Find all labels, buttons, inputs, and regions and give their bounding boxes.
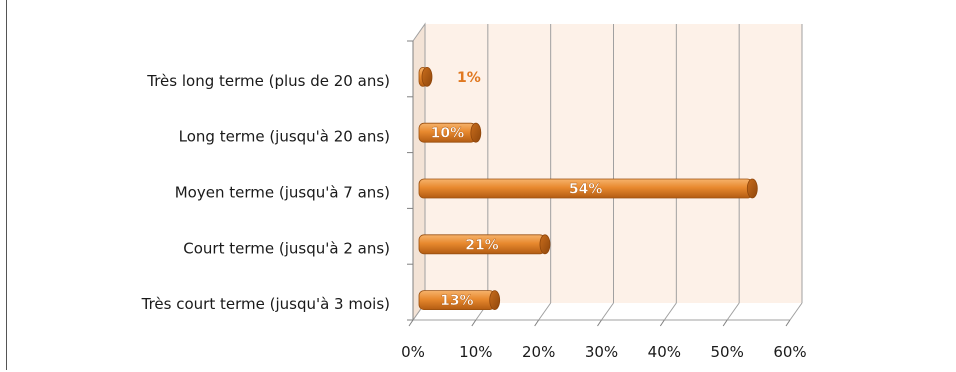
x-tick-label: 0% xyxy=(401,343,425,361)
x-tick-label: 10% xyxy=(459,343,492,361)
x-tick xyxy=(408,319,414,327)
chart-frame xyxy=(6,0,952,370)
floor-gridline xyxy=(726,302,740,321)
bar xyxy=(418,178,758,199)
data-label: 10% xyxy=(431,126,465,142)
x-tick xyxy=(785,319,791,327)
data-label: 1% xyxy=(457,70,481,86)
x-tick xyxy=(659,319,665,327)
data-label: 21% xyxy=(465,237,499,253)
data-label: 54% xyxy=(569,182,603,198)
bar-cap xyxy=(746,178,758,199)
bar-cap xyxy=(470,122,482,143)
bar-cap xyxy=(421,67,433,87)
bar xyxy=(418,290,501,311)
category-label: Très long terme (plus de 20 ans) xyxy=(146,72,390,90)
floor-gridline xyxy=(601,302,614,321)
bars xyxy=(418,67,758,311)
bar-cap xyxy=(539,234,551,255)
x-tick-label: 40% xyxy=(648,343,681,361)
floor-gridline xyxy=(663,302,677,321)
bar xyxy=(418,67,433,87)
x-tick xyxy=(471,319,477,327)
x-tick-label: 30% xyxy=(585,343,618,361)
category-label: Moyen terme (jusqu'à 7 ans) xyxy=(175,184,390,202)
data-label: 13% xyxy=(440,293,474,309)
x-tick-label: 20% xyxy=(522,343,555,361)
x-tick-label: 50% xyxy=(710,343,743,361)
bar xyxy=(418,234,551,255)
floor-gridline xyxy=(538,302,552,321)
category-label: Long terme (jusqu'à 20 ans) xyxy=(179,128,390,146)
x-tick xyxy=(722,319,728,327)
x-tick-label: 60% xyxy=(773,343,806,361)
x-tick xyxy=(597,319,602,327)
bar xyxy=(418,122,482,143)
labels: 0% 10% 20% 30% 40% 50% 60% Très long terme (plu… xyxy=(141,70,807,361)
x-tick xyxy=(534,319,540,327)
floor-gridline xyxy=(789,302,803,321)
category-label: Court terme (jusqu'à 2 ans) xyxy=(183,239,390,257)
bar-cap xyxy=(489,290,501,311)
plot-area xyxy=(412,24,803,321)
category-label: Très court terme (jusqu'à 3 mois) xyxy=(141,295,390,313)
